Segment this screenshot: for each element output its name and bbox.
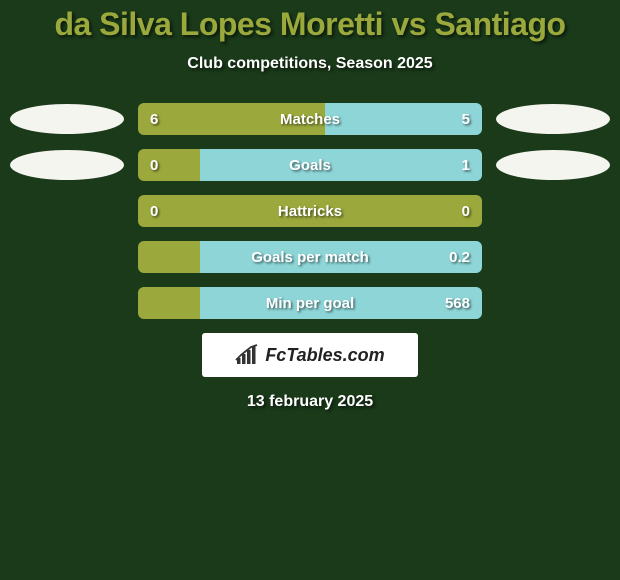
page-title: da Silva Lopes Moretti vs Santiago — [0, 6, 620, 43]
stat-label: Goals per match — [138, 241, 482, 273]
stat-label: Hattricks — [138, 195, 482, 227]
stat-label: Min per goal — [138, 287, 482, 319]
brand-chart-icon — [235, 344, 261, 366]
stat-bar: 568Min per goal — [138, 287, 482, 319]
stat-rows: 65Matches 01Goals 00Hattricks 0.2Goals per … — [0, 103, 620, 319]
stat-row: 65Matches — [0, 103, 620, 135]
stat-row: 0.2Goals per match — [0, 241, 620, 273]
stat-label: Matches — [138, 103, 482, 135]
player-left-ellipse — [10, 104, 124, 134]
stat-row: 01Goals — [0, 149, 620, 181]
stat-row: 00Hattricks — [0, 195, 620, 227]
stat-row: 568Min per goal — [0, 287, 620, 319]
stat-label: Goals — [138, 149, 482, 181]
date-text: 13 february 2025 — [0, 393, 620, 411]
player-left-ellipse — [10, 150, 124, 180]
stat-bar: 01Goals — [138, 149, 482, 181]
brand-text: FcTables.com — [265, 345, 384, 366]
comparison-infographic: da Silva Lopes Moretti vs Santiago Club … — [0, 0, 620, 411]
stat-bar: 0.2Goals per match — [138, 241, 482, 273]
brand-badge: FcTables.com — [202, 333, 418, 377]
stat-bar: 00Hattricks — [138, 195, 482, 227]
player-right-ellipse — [496, 104, 610, 134]
player-right-ellipse — [496, 150, 610, 180]
subtitle: Club competitions, Season 2025 — [0, 55, 620, 73]
stat-bar: 65Matches — [138, 103, 482, 135]
